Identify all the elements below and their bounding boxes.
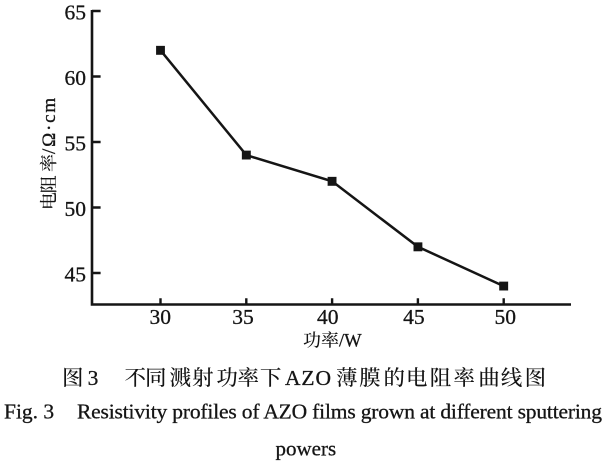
svg-text:Fig. 3: Fig. 3 [4,400,54,424]
svg-text:/Ω·cm: /Ω·cm [39,96,60,154]
svg-text:45: 45 [403,305,425,329]
svg-text:3: 3 [88,366,99,390]
svg-text:40: 40 [317,305,339,329]
svg-text:35: 35 [232,305,254,329]
svg-text:AZO: AZO [285,366,332,390]
svg-text:60: 60 [65,66,87,90]
svg-text:45: 45 [65,263,87,287]
svg-text:50: 50 [65,197,87,221]
svg-text:65: 65 [65,1,87,25]
svg-text:55: 55 [65,132,87,156]
svg-text:/W: /W [339,331,362,351]
svg-text:50: 50 [494,305,516,329]
svg-text:powers: powers [275,437,336,461]
svg-text:30: 30 [150,305,172,329]
svg-text:Resistivity profiles of AZO fi: Resistivity profiles of AZO films grown … [77,400,602,424]
